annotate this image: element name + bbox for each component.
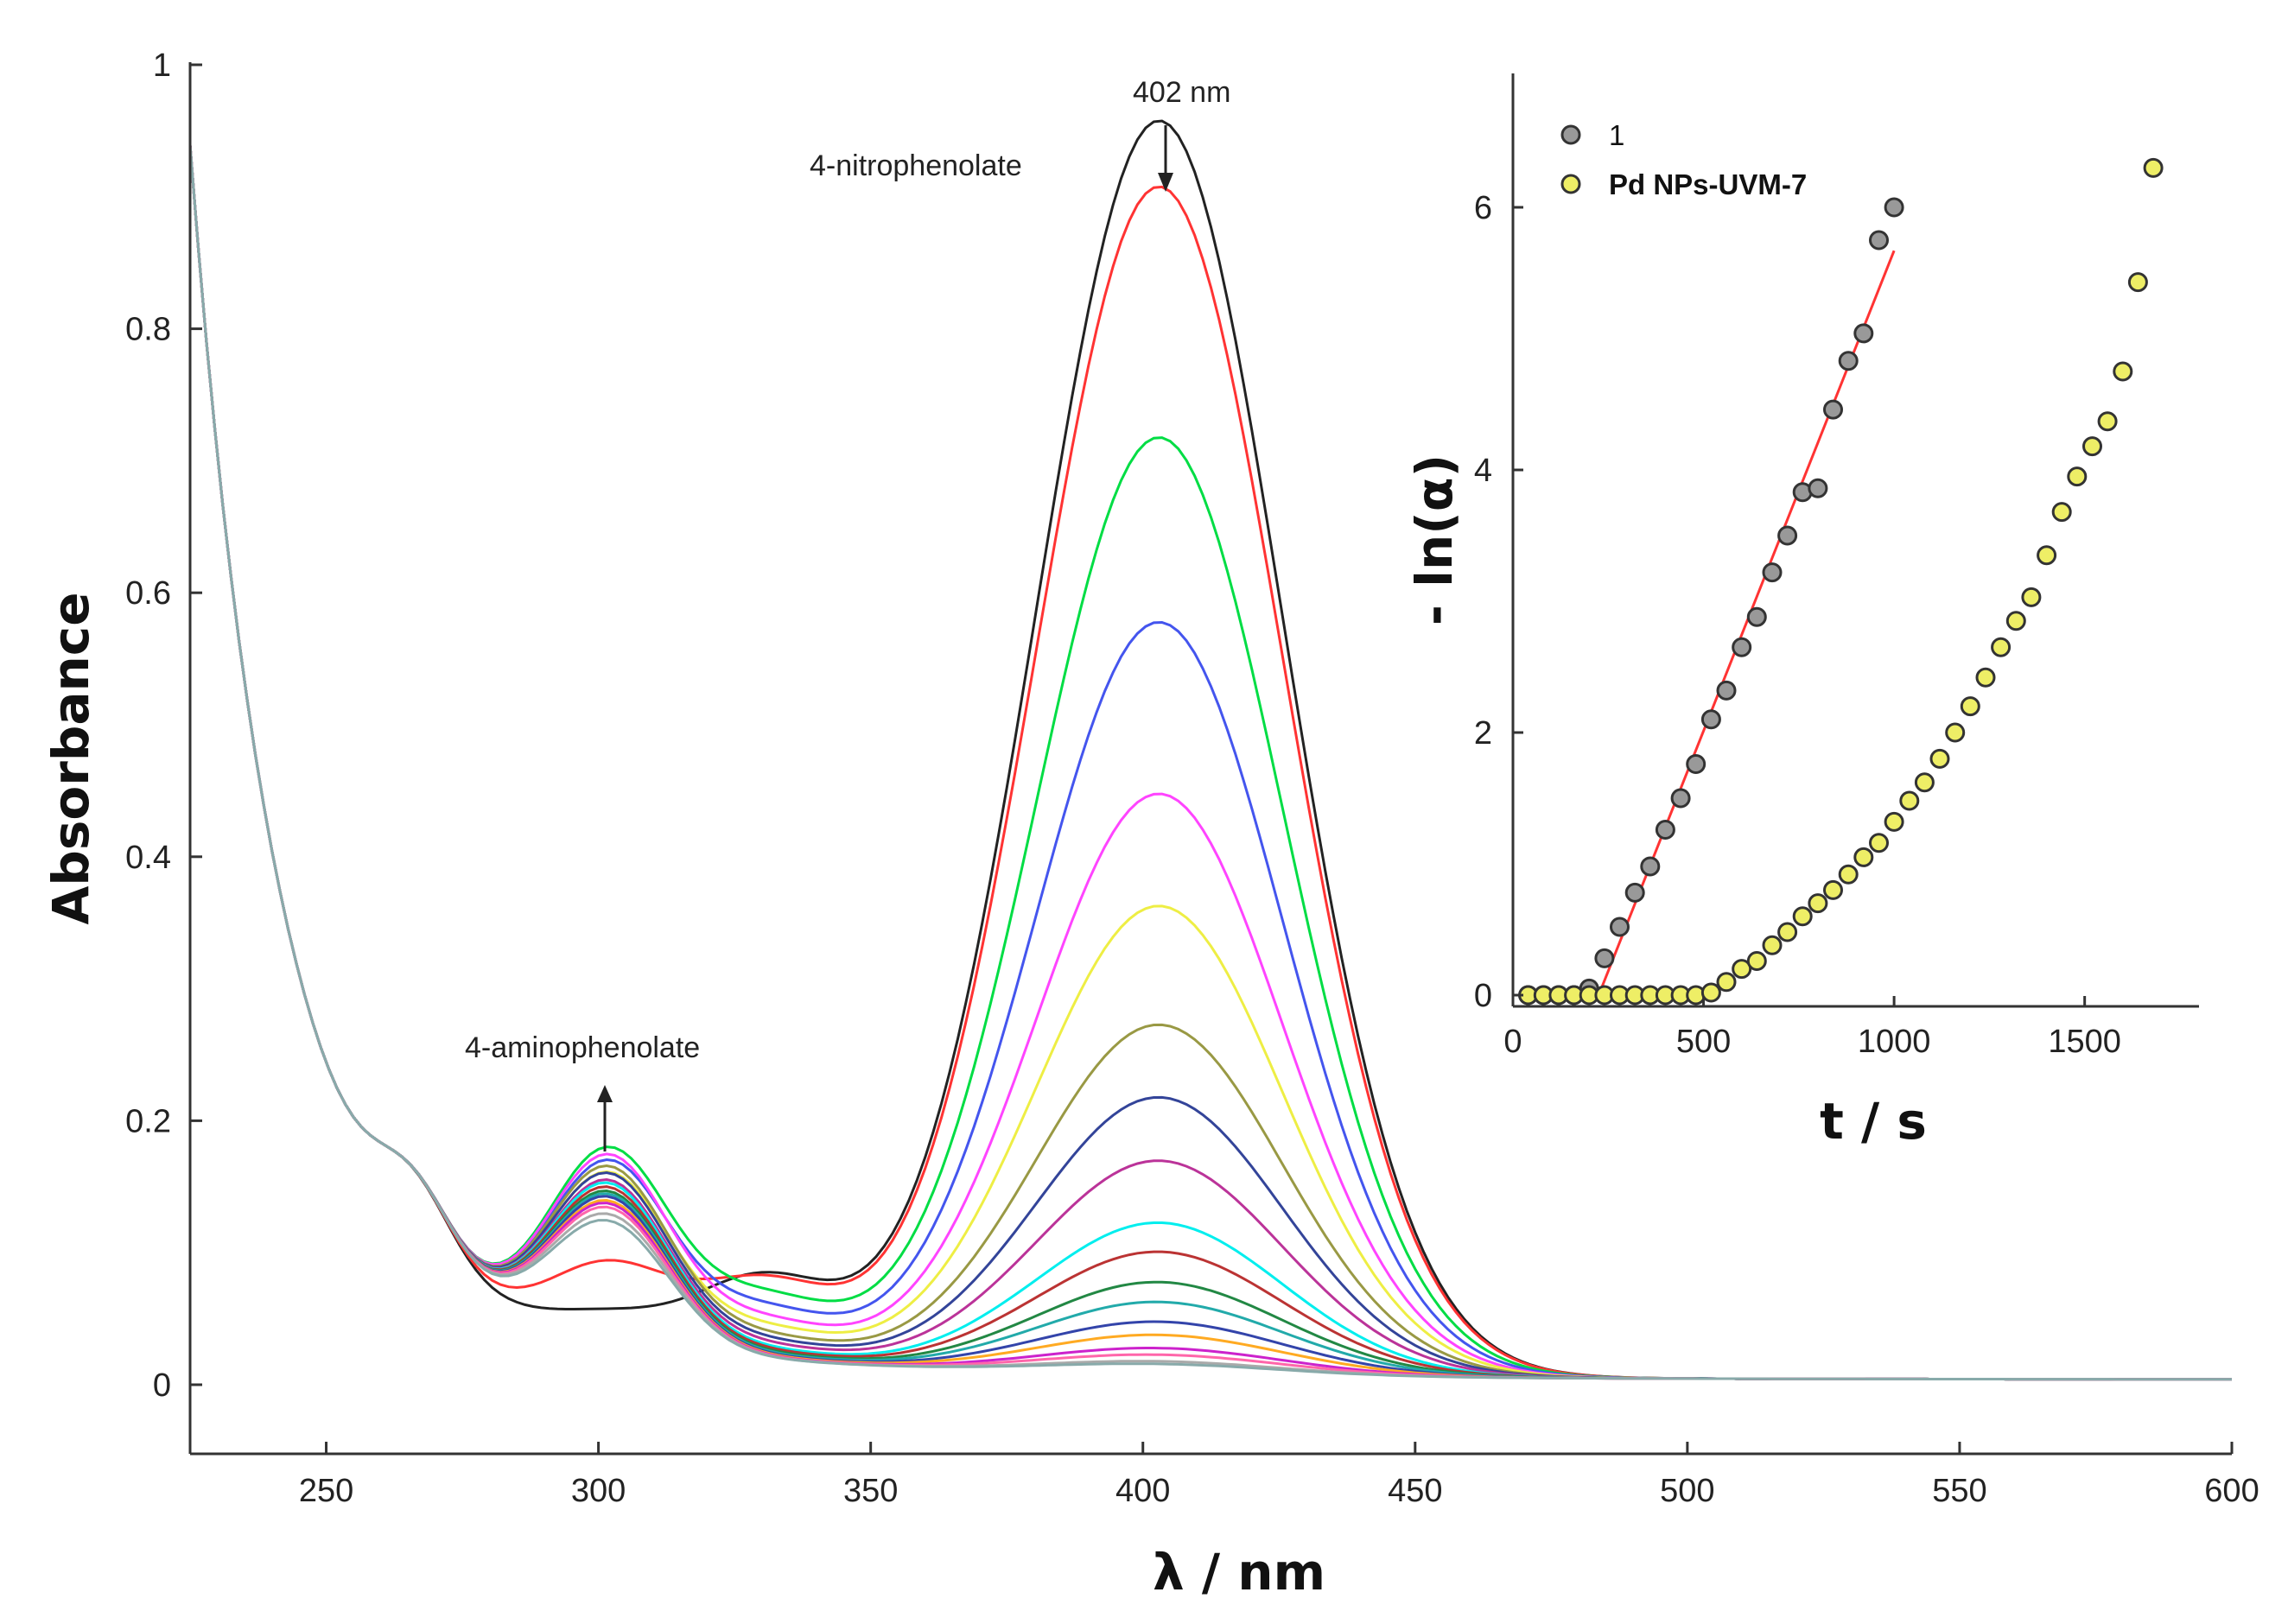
data-point-series-2 xyxy=(2127,272,2148,293)
peak-arrowhead xyxy=(1158,173,1173,192)
data-point-series-1 xyxy=(1624,882,1645,903)
data-point-series-1 xyxy=(1610,917,1630,937)
data-point-series-2 xyxy=(1884,811,1904,832)
data-point-series-1 xyxy=(1838,351,1859,371)
data-point-series-1 xyxy=(1655,820,1675,840)
inset-y-axis-label: - ln(α) xyxy=(1405,454,1464,625)
data-point-series-1 xyxy=(1808,478,1828,498)
spectra-curves xyxy=(188,119,2232,1381)
data-point-series-2 xyxy=(1853,847,1874,867)
inset-legend: 1 Pd NPs-UVM-7 xyxy=(1560,119,1807,200)
main-y-tick-label: 1 xyxy=(153,48,171,84)
data-point-series-2 xyxy=(1838,864,1859,885)
main-y-tick-label: 0.4 xyxy=(125,840,171,876)
main-x-tick-label: 250 xyxy=(299,1473,353,1509)
legend-marker-pd xyxy=(1560,174,1581,194)
data-point-series-2 xyxy=(1869,833,1889,853)
spectrum-curve-t18 xyxy=(188,145,2232,1381)
data-point-series-1 xyxy=(1777,525,1798,546)
legend-label-pd: Pd NPs-UVM-7 xyxy=(1609,168,1807,200)
data-point-series-2 xyxy=(2037,545,2057,566)
data-point-series-2 xyxy=(2051,502,2072,523)
data-point-series-2 xyxy=(1899,790,1920,811)
main-x-tick-label: 400 xyxy=(1115,1473,1170,1509)
data-point-series-2 xyxy=(2082,436,2102,457)
main-x-tick-label: 450 xyxy=(1388,1473,1442,1509)
data-point-series-1 xyxy=(1594,948,1615,968)
data-point-series-2 xyxy=(1808,893,1828,914)
data-point-series-2 xyxy=(1792,906,1813,927)
data-point-series-2 xyxy=(1929,748,1950,769)
main-y-tick-label: 0.6 xyxy=(125,575,171,612)
data-point-series-1 xyxy=(1869,230,1889,251)
inset-x-tick-label: 1000 xyxy=(1858,1024,1931,1060)
inset-x-tick-label: 500 xyxy=(1676,1024,1731,1060)
data-point-series-2 xyxy=(1975,667,1996,688)
data-point-series-1 xyxy=(1884,197,1904,218)
inset-x-axis-label: t / s xyxy=(1820,1092,1927,1151)
data-point-series-2 xyxy=(1700,982,1721,1003)
inset-y-tick-label: 6 xyxy=(1474,190,1492,226)
data-point-series-2 xyxy=(1991,637,2012,657)
data-point-series-1 xyxy=(1716,680,1737,701)
legend-marker-1 xyxy=(1560,124,1581,145)
data-point-series-2 xyxy=(2143,157,2164,178)
data-point-series-1 xyxy=(1686,754,1706,774)
data-point-series-2 xyxy=(1960,696,1980,717)
data-point-series-2 xyxy=(1762,935,1783,955)
main-x-tick-label: 550 xyxy=(1932,1473,1986,1509)
data-point-series-1 xyxy=(1670,788,1691,809)
data-point-series-2 xyxy=(1716,972,1737,993)
nitrophenolate-label: 4-nitrophenolate xyxy=(810,149,1022,182)
inset-ticks: 0 500 1000 1500 0 2 4 6 xyxy=(1474,190,2121,1060)
inset-kinetics-chart: 0 500 1000 1500 0 2 4 6 1 Pd NPs-UVM-7 t / s - … xyxy=(1405,69,2204,1151)
main-y-tick-label: 0 xyxy=(153,1367,171,1404)
inset-y-tick-label: 4 xyxy=(1474,453,1492,489)
main-y-axis-label: Absorbance xyxy=(41,592,100,924)
data-point-series-1 xyxy=(1640,856,1661,877)
data-point-series-2 xyxy=(1823,879,1843,900)
inset-points xyxy=(1518,157,2164,1005)
data-point-series-2 xyxy=(2097,411,2118,432)
main-x-tick-label: 350 xyxy=(843,1473,898,1509)
data-point-series-2 xyxy=(1777,922,1798,942)
main-x-tick-label: 500 xyxy=(1660,1473,1714,1509)
data-point-series-1 xyxy=(1700,709,1721,730)
aminophenolate-label: 4-aminophenolate xyxy=(465,1031,700,1064)
inset-background xyxy=(1513,69,2204,1011)
main-x-axis-label: λ / nm xyxy=(1153,1543,1325,1602)
main-y-tick-label: 0.2 xyxy=(125,1103,171,1139)
data-point-series-2 xyxy=(2067,466,2088,487)
peak-wavelength-label: 402 nm xyxy=(1133,76,1230,109)
legend-label-1: 1 xyxy=(1609,119,1624,151)
data-point-series-2 xyxy=(1746,951,1767,971)
data-point-series-1 xyxy=(1732,637,1752,657)
data-point-series-1 xyxy=(1746,606,1767,627)
data-point-series-2 xyxy=(2113,361,2133,382)
inset-x-tick-label: 0 xyxy=(1503,1024,1522,1060)
main-axes xyxy=(188,62,2232,1456)
data-point-series-2 xyxy=(1945,722,1966,743)
main-x-tick-label: 300 xyxy=(571,1473,626,1509)
data-point-series-2 xyxy=(1914,772,1935,793)
main-x-tick-label: 600 xyxy=(2204,1473,2259,1509)
data-point-series-1 xyxy=(1762,562,1783,583)
inset-x-tick-label: 1500 xyxy=(2048,1024,2121,1060)
data-point-series-1 xyxy=(1823,399,1843,420)
main-y-tick-label: 0.8 xyxy=(125,312,171,348)
inset-y-tick-label: 2 xyxy=(1474,715,1492,752)
data-point-series-2 xyxy=(1732,959,1752,980)
amine-arrowhead xyxy=(597,1085,613,1102)
data-point-series-2 xyxy=(2005,611,2026,631)
data-point-series-2 xyxy=(2021,587,2042,607)
inset-y-tick-label: 0 xyxy=(1474,978,1492,1014)
data-point-series-1 xyxy=(1853,323,1874,344)
